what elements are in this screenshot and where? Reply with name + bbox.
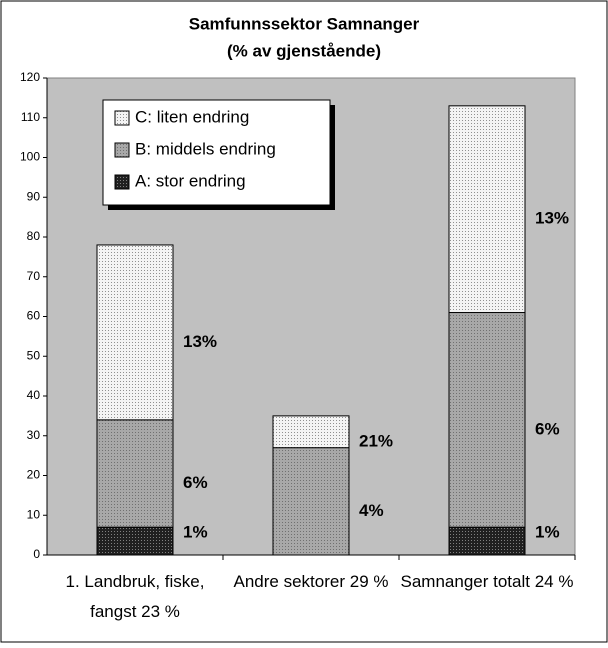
data-label: 13% [183,332,217,351]
bar-segment [96,419,174,528]
data-label: 6% [535,419,560,438]
x-tick-label: Samnanger totalt 24 % [401,572,574,591]
chart-title: Samfunnssektor Samnanger [189,14,420,33]
data-label: 13% [535,209,569,228]
x-tick-label: Andre sektorer 29 % [234,572,389,591]
y-tick-label: 30 [27,428,41,442]
data-label: 6% [183,473,208,492]
legend-swatch [114,110,130,126]
bar-segment [272,415,350,449]
data-label: 1% [535,523,560,542]
y-tick-label: 0 [33,547,40,561]
chart-subtitle: (% av gjenstående) [227,41,381,60]
y-tick-label: 60 [27,309,41,323]
y-tick-label: 40 [27,388,41,402]
y-tick-label: 70 [27,269,41,283]
legend-label: B: middels endring [135,139,276,158]
x-tick-label: 1. Landbruk, fiske, fangst 23 % [66,572,205,621]
legend-swatch [114,142,130,158]
bar-segment [448,105,526,314]
legend [102,99,331,206]
y-tick-label: 100 [20,150,40,164]
y-tick-label: 90 [27,189,41,203]
legend-label: A: stor endring [135,171,246,190]
data-label: 1% [183,523,208,542]
legend-label: C: liten endring [135,107,249,126]
y-tick-label: 10 [27,507,41,521]
legend-swatch [114,174,130,190]
bar-segment [272,447,350,556]
data-label: 4% [359,501,384,520]
y-tick-label: 50 [27,348,41,362]
bar-segment [96,244,174,421]
y-tick-label: 110 [21,110,40,124]
data-label: 21% [359,431,393,450]
y-tick-label: 80 [27,229,41,243]
y-tick-label: 120 [20,70,40,84]
bar-segment [96,526,174,556]
bar-segment [448,526,526,556]
y-tick-label: 20 [27,468,41,482]
bar-segment [448,312,526,528]
